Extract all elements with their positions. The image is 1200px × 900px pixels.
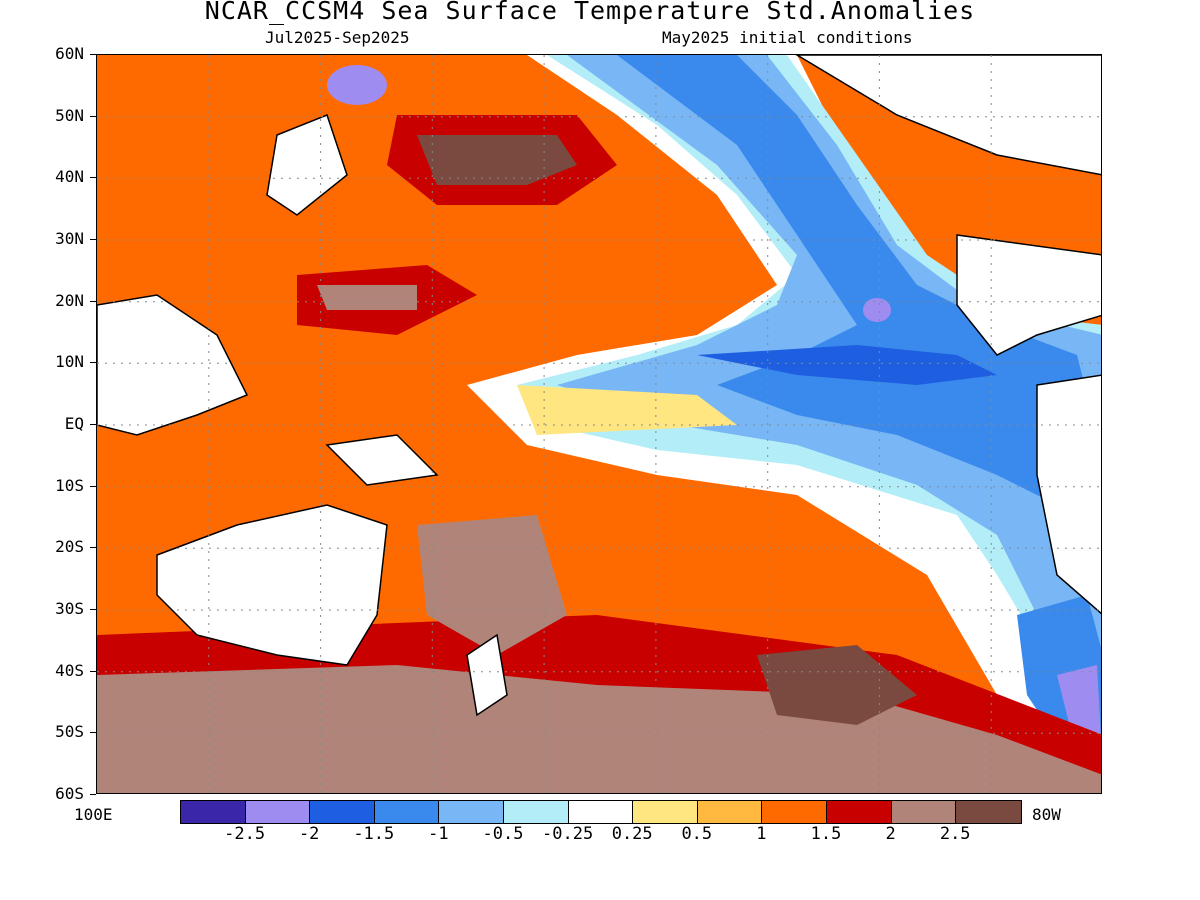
mexico-cool-spot [863,298,891,322]
colorbar-swatch [374,801,440,823]
latitude-label: 10S [55,475,84,495]
latitude-tick [90,424,96,425]
colorbar-swatch [310,801,375,823]
colorbar-swatch [826,801,892,823]
colorbar-label: 0.5 [681,824,713,844]
latitude-tick [90,115,96,117]
longitude-label-left: 100E [74,805,113,824]
latitude-label: 60S [55,784,84,803]
colorbar-label: -1.5 [353,824,395,844]
north-pacific-hot [417,135,577,185]
anomaly-field [97,55,1101,793]
initial-conditions: May2025 initial conditions [662,28,913,47]
latitude-tick [90,362,96,364]
latitude-label: 50S [55,722,84,742]
latitude-tick [90,609,96,610]
colorbar-swatch [633,801,698,823]
forecast-period: Jul2025-Sep2025 [265,28,410,47]
graticule [97,55,1101,793]
latitude-tick [90,547,96,549]
colorbar-swatch [762,801,827,823]
colorbar-swatch [245,801,311,823]
subtropical-hot [317,285,417,310]
latitude-tick [90,794,96,795]
latitude-tick [90,670,96,672]
colorbar-label: -1 [428,824,449,844]
latitude-label: 40N [55,167,84,187]
coral-sea-hot [417,515,567,655]
colorbar-label: 0.25 [611,824,653,844]
latitude-label: 60N [55,44,84,63]
chart-title: NCAR_CCSM4 Sea Surface Temperature Std.A… [204,0,976,25]
colorbar-swatch [697,801,763,823]
latitude-tick [90,485,96,487]
south-america-landmass [1036,374,1101,615]
latitude-label: 40S [55,660,84,680]
colorbar-label: 1.5 [810,824,842,844]
latitude-tick [90,300,96,302]
latitude-label: 20N [55,290,84,310]
colorbar-swatch [568,801,634,823]
cool-core [697,345,997,385]
colorbar-swatch [891,801,957,823]
colorbar-swatch [439,801,504,823]
australia-landmass [156,504,388,666]
colorbar-swatch [956,801,1021,823]
asia-landmass [97,294,249,436]
new-zealand-landmass [466,633,508,717]
colorbar-label: 2 [885,824,896,844]
colorbar-swatch [181,801,246,823]
colorbar-label: -2.5 [224,824,266,844]
latitude-label: 20S [55,537,84,557]
equatorial-mild-warm [517,385,737,435]
latitude-tick [90,732,96,734]
latitude-label: 30N [55,229,84,248]
okhotsk-cool-spot [327,65,387,105]
canada-landmass [795,55,1101,176]
latitude-tick [90,177,96,179]
latitude-label: 10N [55,352,84,372]
map-svg [97,55,1101,793]
cool-region-strong [617,55,1097,505]
colorbar-swatch [503,801,569,823]
longitude-label-right: 80W [1032,805,1061,824]
latitude-label: 50N [55,105,84,125]
new-guinea-landmass [325,434,439,486]
colorbar-label: -0.25 [542,824,594,844]
colorbar [180,800,1022,824]
sst-anomaly-map [96,54,1102,794]
colorbar-label: -2 [298,824,320,844]
latitude-tick [90,54,96,55]
colorbar-label: 1 [756,824,767,844]
southern-hot-core [757,645,917,725]
north-america-landmass [956,234,1101,356]
colorbar-label: 2.5 [939,824,971,844]
latitude-label: EQ [64,414,84,433]
latitude-label: 30S [55,599,84,618]
latitude-tick [90,239,96,240]
colorbar-label: -0.5 [482,824,524,844]
japan-landmass [266,114,348,216]
